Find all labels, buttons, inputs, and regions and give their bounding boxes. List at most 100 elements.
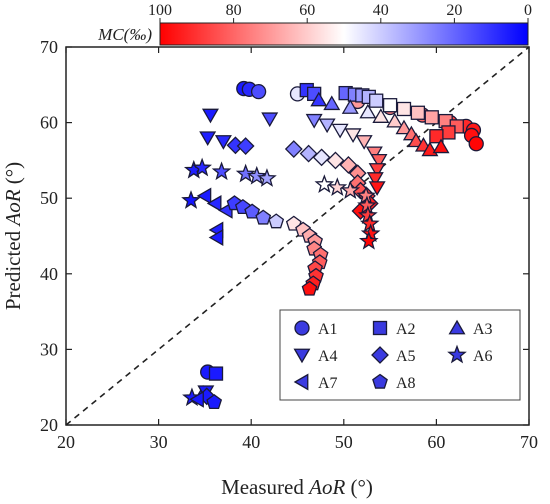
data-point-a3-triangle-up	[432, 138, 450, 154]
data-point-a2-square	[396, 101, 412, 117]
data-point-a8-pentagon	[301, 280, 318, 296]
data-point-a8-pentagon	[244, 203, 261, 219]
data-point-a5-diamond	[339, 156, 358, 174]
legend-label-a6: A6	[473, 348, 493, 365]
data-point-a4-triangle-down	[214, 135, 232, 150]
y-tick-label: 70	[40, 37, 58, 57]
legend-marker-a6-star	[447, 344, 467, 364]
y-tick-label: 60	[40, 113, 58, 133]
legend-box	[279, 309, 521, 401]
data-point-a1-circle	[250, 83, 267, 100]
colorbar-tick-label: 0	[524, 2, 532, 19]
colorbar-tick-label: 40	[373, 2, 389, 19]
data-point-a6-star	[314, 174, 335, 193]
data-point-a4-triangle-down	[370, 153, 388, 169]
data-point-a2-square	[382, 98, 398, 113]
x-axis-title: Measured AoR (°)	[221, 475, 373, 499]
data-point-a2-square	[429, 129, 444, 144]
y-tick-label: 40	[40, 264, 58, 284]
data-point-a7-triangle-left	[189, 390, 204, 408]
data-point-a5-diamond	[236, 137, 255, 155]
data-point-a3-triangle-up	[372, 108, 390, 123]
legend-marker-a3-triangle-up	[448, 319, 466, 335]
data-point-a3-triangle-up	[359, 103, 377, 119]
data-point-a8-pentagon	[268, 213, 285, 229]
colorbar: MC(‰) 100 80 60 40 20 0	[97, 2, 532, 46]
y-tick-label: 30	[40, 339, 58, 359]
data-point-a2-square	[441, 125, 456, 140]
legend-label-a8: A8	[396, 375, 416, 392]
colorbar-ticks: 100 80 60 40 20 0	[148, 2, 532, 23]
y-tick-label: 50	[40, 188, 58, 208]
data-point-a3-triangle-up	[395, 119, 413, 135]
data-point-a2-square	[369, 93, 384, 108]
legend-label-a4: A4	[318, 348, 338, 365]
colorbar-gradient	[159, 22, 529, 46]
data-point-a3-triangle-up	[323, 95, 341, 111]
y-tick-label: 20	[40, 415, 58, 435]
x-tick-label: 30	[150, 432, 168, 452]
data-point-a6-star	[246, 165, 267, 185]
legend-label-a2: A2	[396, 321, 416, 338]
data-point-a6-star	[235, 163, 256, 183]
data-point-a5-diamond	[326, 151, 345, 170]
data-point-a8-pentagon	[206, 394, 223, 410]
data-point-a4-triangle-down	[368, 163, 386, 178]
x-tick-label: 60	[427, 432, 445, 452]
colorbar-tick-label: 100	[148, 2, 172, 19]
data-point-a7-triangle-left	[196, 187, 212, 205]
legend-label-a1: A1	[318, 321, 338, 338]
legend-marker-a8-pentagon	[372, 373, 388, 389]
data-point-a4-triangle-down	[331, 123, 349, 139]
data-point-a6-star	[257, 168, 277, 187]
data-point-a1-circle	[468, 136, 484, 152]
data-point-a6-star	[211, 161, 232, 181]
data-point-a2-square	[208, 366, 224, 381]
data-point-a3-triangle-up	[386, 112, 404, 128]
data-point-a3-triangle-up	[407, 132, 425, 148]
colorbar-tick-label: 20	[446, 2, 462, 19]
legend-marker-a4-triangle-down	[293, 348, 311, 364]
legend: A1 A2 A3 A4 A5 A6 A7 A8	[279, 309, 521, 401]
data-point-a4-triangle-down	[318, 118, 336, 134]
data-point-a6-star	[192, 157, 212, 177]
data-point-a6-star	[327, 177, 348, 196]
legend-label-a7: A7	[318, 375, 338, 392]
data-point-a4-triangle-down	[365, 146, 383, 162]
legend-marker-a2-square	[372, 320, 388, 336]
data-point-a2-square	[410, 105, 426, 120]
data-point-a5-diamond	[312, 148, 331, 167]
y-axis-title: Predicted AoR (°)	[1, 162, 25, 310]
data-point-a4-triangle-down	[355, 135, 373, 150]
data-point-a3-triangle-up	[310, 91, 328, 107]
x-axis-ticks: 20 30 40 50 60 70	[57, 47, 538, 452]
data-point-a6-star	[340, 180, 361, 200]
data-point-a4-triangle-down	[368, 181, 386, 196]
colorbar-tick-label: 80	[226, 2, 242, 19]
data-point-a7-triangle-left	[208, 229, 224, 246]
x-tick-label: 40	[242, 432, 260, 452]
reference-line-y-equals-x	[65, 46, 530, 426]
data-point-a8-pentagon	[255, 209, 272, 225]
data-point-a5-diamond	[299, 144, 318, 163]
y-axis-ticks: 20 30 40 50 60 70	[40, 37, 529, 435]
legend-marker-a5-diamond	[371, 346, 389, 364]
data-point-a6-star	[181, 190, 201, 209]
data-markers	[181, 80, 484, 410]
legend-label-a3: A3	[473, 321, 493, 338]
legend-marker-a1-circle	[294, 320, 310, 336]
x-tick-label: 50	[335, 432, 353, 452]
data-point-a7-triangle-left	[206, 195, 222, 212]
legend-marker-a7-triangle-left	[293, 373, 309, 391]
colorbar-title: MC(‰)	[97, 25, 152, 44]
x-tick-label: 20	[57, 432, 75, 452]
data-point-a2-square	[424, 110, 439, 125]
x-tick-label: 70	[520, 432, 538, 452]
data-point-a6-star	[358, 230, 379, 250]
data-point-a4-triangle-down	[201, 108, 219, 124]
data-point-a4-triangle-down	[305, 113, 323, 129]
data-point-a3-triangle-up	[341, 99, 359, 114]
data-point-a4-triangle-down	[261, 112, 279, 128]
legend-label-a5: A5	[396, 348, 416, 365]
data-point-a4-triangle-down	[199, 131, 217, 147]
